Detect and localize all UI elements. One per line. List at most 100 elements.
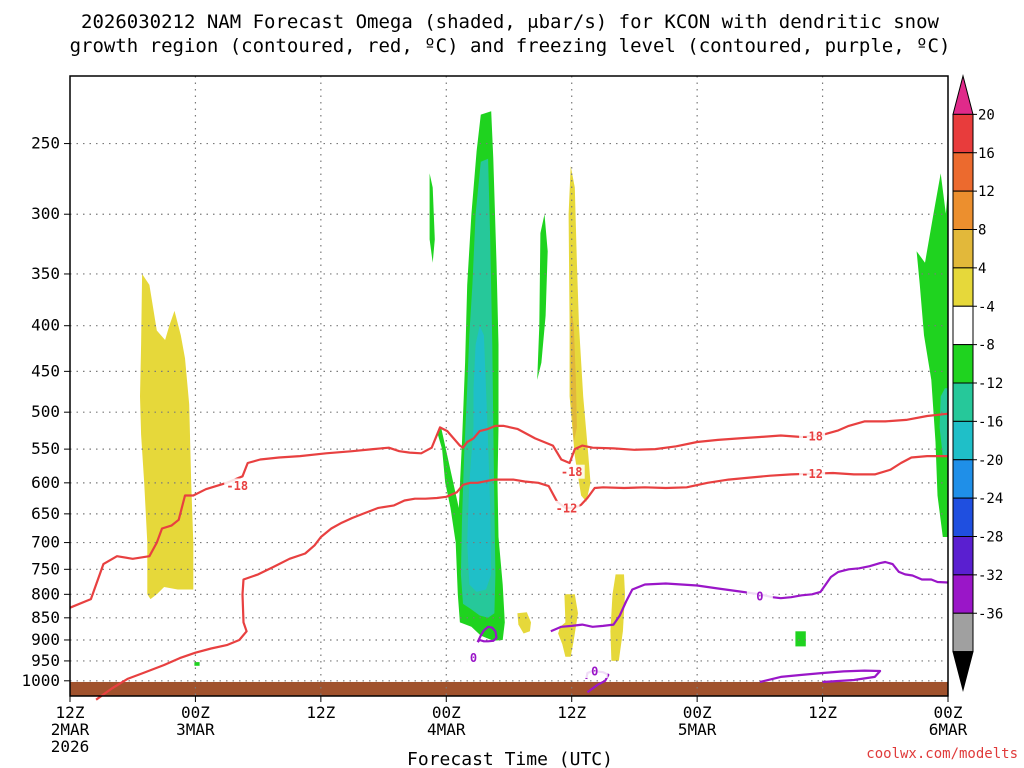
y-tick-label-300: 300 <box>31 204 60 223</box>
y-tick-label-550: 550 <box>31 439 60 458</box>
y-tick-label-800: 800 <box>31 584 60 603</box>
contour-label-bg-1 <box>558 464 585 479</box>
x-tick-label-72-0: 12Z <box>808 703 837 722</box>
contour-label-layer: -18 -18 -18 -12 -12 0 0 0 <box>224 429 826 678</box>
colorbar-bin-11 <box>952 497 974 537</box>
colorbar-bin-15 <box>952 651 974 692</box>
colorbar-bin-13 <box>952 574 974 614</box>
colorbar-label-8: -16 <box>978 414 1003 430</box>
omega-region-green-right-hr82 <box>916 173 948 537</box>
colorbar-bin-1 <box>952 113 974 154</box>
colorbar-label-11: -28 <box>978 530 1003 546</box>
colorbar-label-7: -12 <box>978 376 1003 392</box>
colorbar-label-10: -24 <box>978 491 1003 507</box>
colorbar-label-3: 8 <box>978 223 986 239</box>
omega-region-green-square-hr70 <box>795 631 806 647</box>
contour-label-bg-0 <box>224 478 251 493</box>
contour-label-bg-3 <box>553 500 580 515</box>
colorbar-label-1: 16 <box>978 146 995 162</box>
y-tick-label-350: 350 <box>31 264 60 283</box>
plot-frame <box>69 75 949 697</box>
x-tick-label-0-2: 2026 <box>51 737 90 756</box>
omega-region-green-sliver-hr45 <box>537 214 548 380</box>
y-tick-label-950: 950 <box>31 651 60 670</box>
x-tick-label-84-1: 6MAR <box>929 720 968 739</box>
colorbar-label-4: 4 <box>978 261 986 277</box>
colorbar-bin-5 <box>952 267 974 307</box>
contour-label-bg-4 <box>799 466 826 481</box>
colorbar-label-13: -36 <box>978 606 1003 622</box>
omega-region-teal-right-hr83 <box>939 388 948 457</box>
credit-text: coolwx.com/modelts <box>866 746 1018 762</box>
omega-region-cyan-core-hr39 <box>467 325 492 592</box>
colorbar-bin-2 <box>952 152 974 192</box>
colorbar-bin-3 <box>952 190 974 230</box>
y-tick-label-600: 600 <box>31 473 60 492</box>
contour-freezing-level-0 <box>550 560 949 633</box>
y-tick-label-500: 500 <box>31 402 60 421</box>
contour-isotherm-minus-12 <box>95 455 948 701</box>
contour-label-5: 0 <box>756 589 763 603</box>
x-tick-label-48-0: 12Z <box>557 703 586 722</box>
colorbar-bin-6 <box>952 305 974 346</box>
contour-label-bg-6 <box>581 663 608 678</box>
colorbar-bin-4 <box>952 229 974 269</box>
chart-title-line-1: 2026030212 NAM Forecast Omega (shaded, μ… <box>81 11 939 33</box>
x-tick-label-12-0: 00Z <box>181 703 210 722</box>
contour-label-0: -18 <box>226 479 248 493</box>
y-tick-label-900: 900 <box>31 630 60 649</box>
contour-label-4: -12 <box>801 467 823 481</box>
y-tick-label-1000: 1000 <box>21 671 60 690</box>
omega-region-green-sliver-hr34 <box>429 173 435 263</box>
colorbar-bin-7 <box>952 344 974 384</box>
y-tick-label-700: 700 <box>31 533 60 552</box>
colorbar-bin-12 <box>952 536 974 576</box>
contour-label-bg-5 <box>746 588 773 603</box>
omega-region-green-dot-hr12 <box>194 662 200 666</box>
omega-colorbar: 20 16 12 8 4 -4 -8 -12 -16 -20 -24 -28 -32 -36 <box>952 74 1003 692</box>
contour-label-bg-2 <box>799 429 826 444</box>
contour-label-1: -18 <box>561 465 583 479</box>
contour-freezing-level-0-surface-tail <box>759 669 882 684</box>
contour-label-7: 0 <box>470 651 477 665</box>
y-tick-label-400: 400 <box>31 316 60 335</box>
x-tick-label-60-0: 00Z <box>683 703 712 722</box>
x-tick-label-0-0: 12Z <box>56 703 85 722</box>
colorbar-bin-14 <box>952 612 974 653</box>
contour-label-3: -12 <box>556 501 578 515</box>
x-tick-label-36-0: 00Z <box>432 703 461 722</box>
omega-region-yellow-blob-hr43 <box>517 612 531 634</box>
plot-area: -18 -18 -18 -12 -12 0 0 0 <box>69 75 949 701</box>
colorbar-label-6: -8 <box>978 338 995 354</box>
contour-label-2: -18 <box>801 430 823 444</box>
contour-label-bg-7 <box>460 650 487 665</box>
colorbar-label-5: -4 <box>978 299 995 315</box>
y-tick-label-250: 250 <box>31 134 60 153</box>
y-tick-label-650: 650 <box>31 504 60 523</box>
x-axis-title: Forecast Time (UTC) <box>407 749 613 768</box>
contour-isotherm-minus-18 <box>69 412 949 609</box>
colorbar-label-9: -20 <box>978 453 1003 469</box>
x-tick-label-60-1: 5MAR <box>678 720 717 739</box>
x-tick-label-36-1: 4MAR <box>427 720 466 739</box>
terrain-fill <box>70 681 948 696</box>
terrain-layer <box>70 681 948 696</box>
x-tick-label-24-0: 12Z <box>306 703 335 722</box>
chart-title-line-2: growth region (contoured, red, ºC) and f… <box>70 35 951 57</box>
contour-freezing-level-0-loop-hr39 <box>476 625 498 643</box>
colorbar-label-0: 20 <box>978 107 995 123</box>
colorbar-bin-9 <box>952 420 974 461</box>
x-tick-label-12-1: 3MAR <box>176 720 215 739</box>
contour-label-6: 0 <box>591 664 598 678</box>
x-tick-label-0-1: 2MAR <box>51 720 90 739</box>
y-tick-label-450: 450 <box>31 361 60 380</box>
y-tick-label-850: 850 <box>31 608 60 627</box>
colorbar-bin-10 <box>952 459 974 499</box>
colorbar-label-2: 12 <box>978 184 995 200</box>
pressure-axis: 250 300 350 400 450 500 550 600 650 700 750 800 850 9… <box>21 134 70 690</box>
colorbar-label-12: -32 <box>978 568 1003 584</box>
x-tick-label-84-0: 00Z <box>934 703 963 722</box>
y-tick-label-750: 750 <box>31 559 60 578</box>
